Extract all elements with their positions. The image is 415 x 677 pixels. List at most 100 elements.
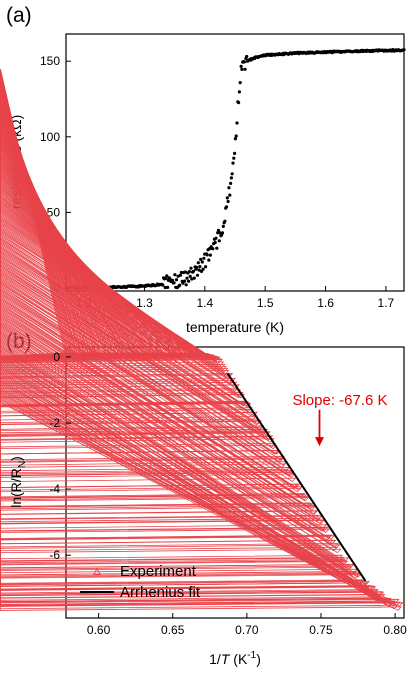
resistance-point [239, 64, 243, 68]
x-tick-label: 0.70 [235, 623, 259, 637]
resistance-point [178, 273, 183, 277]
experiment-point [0, 347, 350, 562]
resistance-point [183, 270, 187, 274]
x-tick-label: 1.5 [257, 296, 274, 310]
fit-line-segment [226, 372, 367, 582]
resistance-point [228, 193, 232, 197]
panel-b-x-ticks: 0.60 0.65 0.70 0.75 0.80 [87, 613, 407, 637]
resistance-point [216, 228, 221, 232]
experiment-point [0, 285, 288, 466]
slope-annotation: Slope: -67.6 K [292, 392, 387, 409]
resistance-point [191, 269, 196, 273]
resistance-point [217, 239, 221, 243]
resistance-point [174, 278, 179, 282]
resistance-point [237, 101, 241, 105]
resistance-point [183, 279, 187, 283]
panel-b-y-label-text: ln(R/R [8, 468, 24, 508]
experiment-point [0, 301, 304, 491]
experiment-point [0, 331, 333, 540]
y-tick-label: -4 [49, 482, 60, 496]
resistance-point [179, 270, 183, 275]
experiment-point [0, 313, 315, 510]
resistance-point [227, 186, 231, 190]
resistance-point [184, 283, 188, 287]
experiment-point [0, 311, 314, 508]
experiment-point [0, 306, 309, 501]
resistance-point [215, 246, 219, 250]
experiment-point [0, 260, 262, 425]
experiment-point [0, 323, 325, 525]
experiment-point [0, 340, 342, 554]
resistance-point [229, 181, 233, 185]
resistance-point [164, 276, 168, 280]
panel-a-data-points [64, 48, 406, 290]
y-tick-label: 50 [47, 205, 61, 219]
resistance-point [189, 266, 193, 270]
experiment-point [0, 333, 336, 540]
experiment-point [0, 280, 283, 462]
resistance-point [187, 279, 191, 283]
resistance-point [190, 277, 194, 281]
resistance-point [172, 281, 176, 285]
experiment-point [0, 359, 361, 577]
panel-b-x-label-sup: -1 [247, 650, 256, 661]
resistance-point [234, 134, 238, 138]
experiment-point [0, 368, 370, 586]
panel-b-x-label-var: T [221, 651, 231, 667]
resistance-point [199, 257, 203, 261]
experiment-point [0, 345, 347, 565]
resistance-point [233, 137, 237, 141]
experiment-point [0, 358, 360, 579]
resistance-point [221, 224, 225, 228]
panel-a-label: (a) [6, 4, 32, 27]
resistance-point [211, 247, 215, 251]
x-tick-label: 1.3 [136, 296, 153, 310]
x-tick-label: 0.60 [87, 623, 111, 637]
resistance-point [240, 67, 244, 71]
resistance-point [235, 121, 239, 125]
resistance-point [220, 231, 225, 235]
resistance-point [237, 90, 241, 94]
experiment-point [0, 314, 316, 511]
resistance-point [230, 172, 234, 176]
experiment-point [0, 320, 323, 521]
resistance-point [213, 240, 217, 245]
panel-b-arrhenius-fit-line [226, 372, 367, 582]
resistance-point [238, 81, 242, 85]
resistance-point [214, 236, 218, 240]
x-tick-label: 0.75 [309, 623, 333, 637]
experiment-point [0, 316, 319, 515]
resistance-point [243, 67, 247, 71]
resistance-point [225, 196, 229, 200]
resistance-point [196, 261, 200, 265]
resistance-point [229, 176, 233, 180]
panel-b-x-label-close: ) [256, 651, 261, 667]
experiment-point [0, 328, 331, 534]
resistance-point [226, 199, 230, 204]
experiment-point [0, 292, 295, 477]
resistance-point [200, 260, 204, 264]
resistance-point [231, 161, 235, 165]
experiment-point [0, 352, 355, 569]
experiment-point [0, 360, 363, 578]
x-tick-label: 1.7 [378, 296, 395, 310]
experiment-point [0, 338, 341, 549]
resistance-point [198, 265, 202, 269]
experiment-point [0, 327, 329, 532]
experiment-point [0, 294, 297, 483]
experiment-point [0, 346, 349, 566]
y-tick-label: -6 [49, 548, 60, 562]
x-tick-label: 1.4 [196, 296, 213, 310]
experiment-point [0, 356, 359, 574]
experiment-point [0, 400, 403, 611]
panel-b-plot-frame [65, 346, 405, 619]
resistance-point [242, 60, 246, 64]
legend: Experiment Arrhenius fit [80, 563, 201, 601]
panel-b-x-axis-label: 1/T (K-1) [209, 650, 261, 667]
resistance-point [233, 151, 237, 155]
resistance-point [187, 270, 191, 274]
experiment-point [0, 318, 320, 520]
resistance-point [223, 219, 227, 223]
